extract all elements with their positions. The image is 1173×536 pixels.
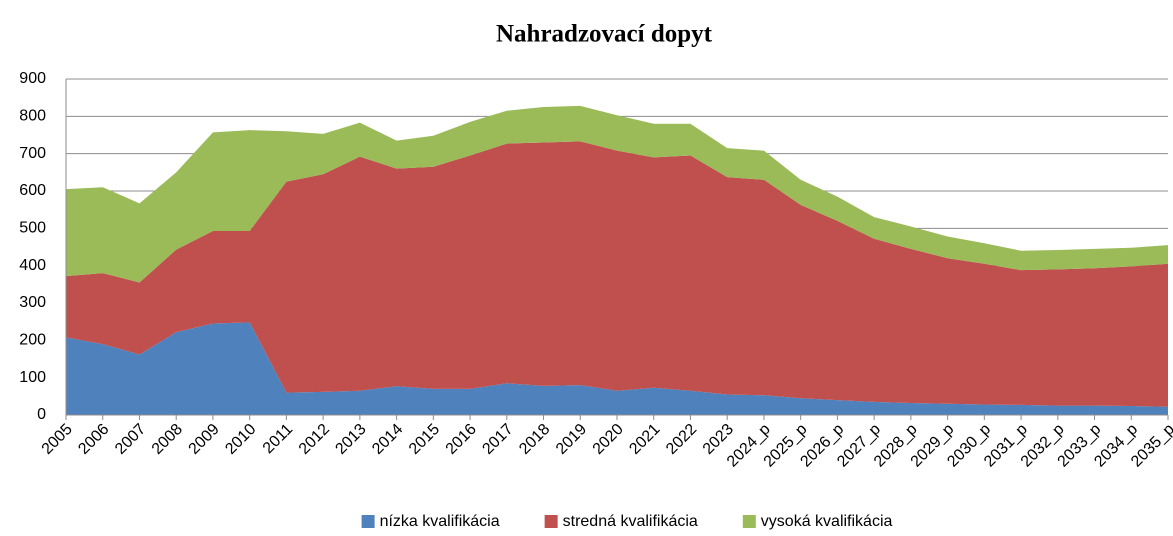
x-tick-label: 2020 — [590, 421, 627, 458]
legend: nízka kvalifikácia stredná kvalifikácia vy… — [361, 513, 893, 530]
y-tick-label: 0 — [37, 406, 46, 423]
y-tick-label: 500 — [19, 220, 46, 237]
y-tick-label: 700 — [19, 145, 46, 162]
y-tick-label: 400 — [19, 257, 46, 274]
legend-label: vysoká kvalifikácia — [761, 513, 893, 530]
y-tick-label: 100 — [19, 369, 46, 386]
x-tick-label: 2008 — [149, 421, 186, 458]
x-tick-label: 2015 — [406, 421, 443, 458]
x-tick-label: 2016 — [443, 421, 480, 458]
y-tick-label: 900 — [19, 70, 46, 87]
y-tick-label: 600 — [19, 182, 46, 199]
x-tick-label: 2013 — [332, 421, 369, 458]
legend-swatch — [544, 515, 558, 528]
legend-swatch — [742, 515, 756, 528]
x-tick-label: 2006 — [75, 421, 112, 458]
chart-title: Nahradzovací dopyt — [496, 21, 713, 48]
x-tick-label: 2007 — [112, 421, 149, 458]
x-tick-label: 2014 — [369, 421, 406, 458]
x-tick-label: 2010 — [222, 421, 259, 458]
y-tick-label: 200 — [19, 332, 46, 349]
x-tick-label: 2005 — [39, 421, 76, 458]
y-tick-label: 300 — [19, 294, 46, 311]
legend-label: stredná kvalifikácia — [563, 513, 698, 530]
legend-swatch — [361, 515, 375, 528]
x-tick-label: 2011 — [260, 421, 296, 457]
x-tick-label: 2022 — [663, 421, 700, 458]
x-tick-label: 2018 — [516, 421, 553, 458]
y-tick-label: 800 — [19, 108, 46, 125]
area — [66, 141, 1168, 407]
x-tick-label: 2009 — [186, 421, 223, 458]
legend-label: nízka kvalifikácia — [380, 513, 500, 530]
x-tick-label: 2019 — [553, 421, 590, 458]
x-tick-label: 2021 — [626, 421, 663, 458]
area — [66, 105, 1168, 283]
area — [66, 322, 1168, 415]
x-tick-label: 2012 — [296, 421, 333, 458]
x-tick-label: 2017 — [479, 421, 516, 458]
